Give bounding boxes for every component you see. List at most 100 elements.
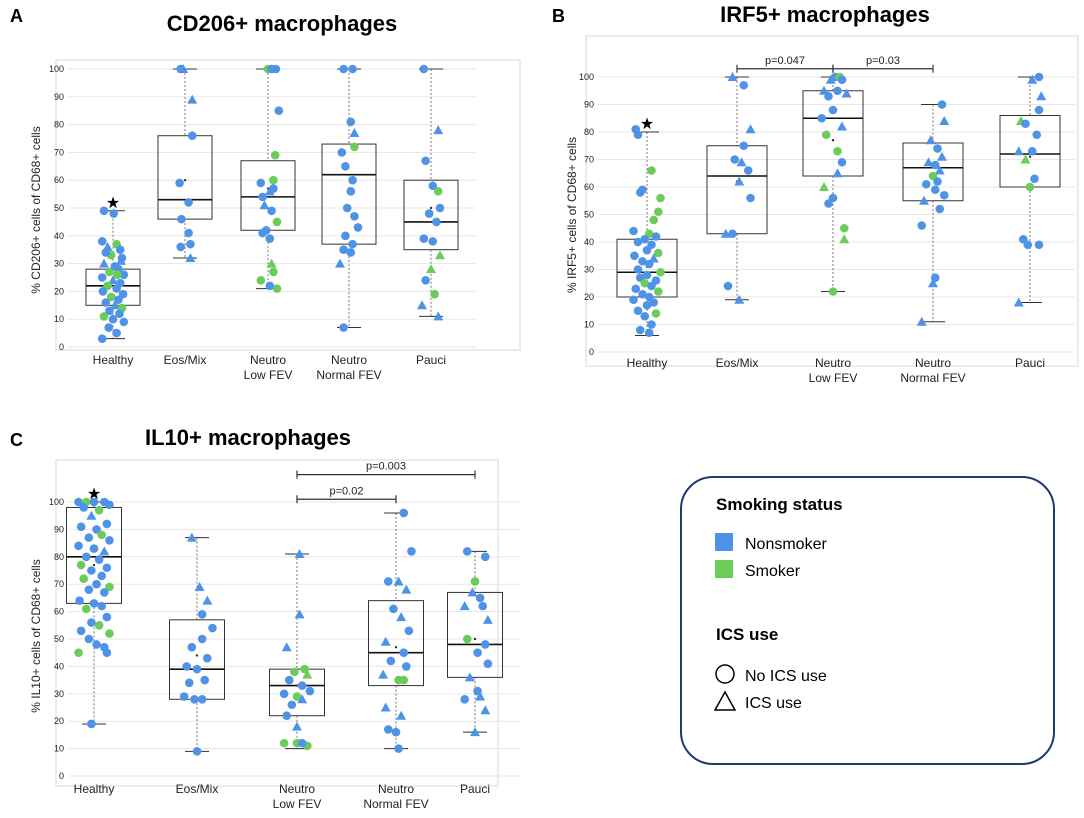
panel-a-data-point-circle: [348, 175, 357, 185]
panel-a-data-point-circle: [256, 275, 266, 285]
panel-b-data-point-circle: [642, 245, 652, 255]
panel-c-category-label: Normal FEV: [363, 797, 428, 811]
panel-c-data-point-circle: [192, 747, 202, 756]
panel-b-data-point-circle: [1023, 240, 1033, 250]
panel-c-data-point-circle: [92, 579, 101, 589]
panel-a-box: [403, 179, 459, 251]
panel-c-data-point-circle: [184, 678, 194, 688]
panel-b-data-point-circle: [833, 146, 842, 156]
panel-a-data-point-circle: [341, 162, 350, 171]
panel-b-data-point-circle: [1027, 146, 1037, 156]
panel-c-data-point-circle: [386, 656, 396, 666]
panel-a-data-point-circle: [186, 239, 195, 249]
panel-a-data-point-circle: [112, 284, 121, 293]
panel-c-data-point-triangle: [467, 587, 478, 597]
panel-c-significance-star: ★: [87, 486, 101, 503]
panel-b-significance-label: p=0.03: [866, 55, 900, 67]
panel-b-data-point-circle: [647, 281, 656, 291]
panel-b-data-point-triangle: [934, 165, 945, 175]
panel-c-mean-marker: [195, 654, 199, 657]
panel-a-data-point-circle: [337, 148, 347, 157]
panel-a-data-point-circle: [421, 275, 430, 285]
panel-c-data-point-circle: [478, 601, 488, 611]
panel-c-data-point-circle: [105, 500, 114, 510]
panel-c-data-point-circle: [208, 623, 217, 633]
panel-c-data-point-circle: [290, 667, 299, 677]
panel-a-data-point-circle: [115, 309, 124, 318]
panel-b-plot: 0 10 20 30 40 50 60 70 80 90 100 ★ Healthy Eos/Mix Neu…: [579, 55, 1075, 385]
panel-a-data-point-circle: [353, 223, 363, 232]
panel-a-data-point-circle: [256, 178, 266, 188]
panel-a-data-point-triangle: [99, 258, 109, 268]
panel-c-data-point-circle: [407, 547, 416, 556]
panel-c-data-point-circle: [76, 522, 86, 531]
panel-a-ytick-label: 100: [49, 64, 64, 74]
panel-a-category-label: Neutro: [331, 353, 367, 367]
panel-c-data-point-circle: [94, 555, 104, 564]
panel-a-data-point-circle: [258, 228, 267, 238]
panel-c-category-label: Eos/Mix: [176, 782, 219, 796]
panel-c-data-point-circle: [105, 582, 114, 592]
panel-b-data-point-circle: [1030, 174, 1039, 184]
panel-c-data-point-circle: [87, 719, 96, 729]
panel-c-data-point-circle: [279, 689, 289, 699]
panel-a-data-point-circle: [428, 181, 438, 191]
panel-c-data-point-triangle: [470, 727, 480, 737]
panel-c-data-point-circle: [187, 642, 197, 652]
panel-a-data-point-circle: [114, 295, 123, 305]
panel-b-data-point-circle: [649, 298, 659, 307]
panel-c-data-point-circle: [389, 604, 398, 614]
panel-a-ytick-label: 30: [54, 259, 64, 269]
panel-c-category-label: Neutro: [378, 782, 414, 796]
panel-b-data-point-triangle: [925, 135, 936, 145]
panel-c-ylabel: % IL10+ cells of CD68+ cells: [29, 559, 43, 712]
panel-b-data-point-circle: [1021, 119, 1030, 129]
panel-c-category-label: Low FEV: [273, 797, 322, 811]
panel-b-data-point-circle: [730, 155, 740, 164]
panel-c-data-point-circle: [97, 571, 107, 581]
panel-c-data-point-circle: [84, 585, 94, 594]
panel-b-ytick-label: 80: [584, 127, 594, 137]
panel-b-data-point-circle: [630, 251, 639, 261]
panel-b-data-point-circle: [651, 232, 661, 241]
panel-b-data-point-circle: [746, 193, 755, 203]
panel-c: C IL10+ macrophages % IL10+ cells of CD6…: [10, 425, 520, 811]
legend-ics-title: ICS use: [716, 625, 778, 644]
panel-a-data-point-circle: [104, 323, 113, 332]
legend-smoker-label: Smoker: [745, 563, 801, 580]
legend-smoking-title: Smoking status: [716, 495, 843, 514]
panel-c-data-point-circle: [190, 694, 199, 704]
panel-b-data-point-circle: [635, 188, 645, 197]
panel-b-data-point-circle: [640, 278, 650, 288]
panel-b-data-point-circle: [1032, 130, 1042, 140]
panel-c-ytick-label: 30: [54, 689, 64, 699]
panel-b-ytick-label: 40: [584, 237, 594, 247]
panel-c-data-point-triangle: [396, 710, 407, 720]
panel-a-data-point-triangle: [266, 258, 277, 268]
panel-b-data-point-circle: [828, 287, 838, 296]
panel-b-data-point-triangle: [1013, 146, 1024, 156]
panel-b-data-point-circle: [937, 100, 947, 109]
panel-c-data-point-circle: [282, 711, 292, 721]
panel-c-data-point-circle: [102, 563, 112, 573]
panel-c-data-point-circle: [105, 536, 114, 545]
panel-c-data-point-circle: [284, 675, 294, 685]
panel-a-category-label: Eos/Mix: [164, 353, 207, 367]
panel-a-ytick-label: 20: [54, 286, 64, 296]
panel-b-data-point-circle: [640, 234, 650, 244]
panel-b-data-point-circle: [629, 226, 638, 236]
legend-box: [680, 476, 1055, 765]
panel-c-mean-marker: [92, 563, 96, 567]
panel-c-data-point-circle: [87, 618, 96, 627]
panel-a-ytick-label: 0: [59, 342, 64, 352]
panel-b-box: [706, 145, 768, 235]
panel-b-data-point-circle: [828, 105, 838, 115]
legend-no-ics-label: No ICS use: [745, 668, 827, 685]
panel-c-data-point-circle: [94, 621, 104, 630]
panel-b-data-point-circle: [723, 281, 733, 291]
panel-a-data-point-circle: [119, 317, 129, 327]
panel-a-ytick-label: 10: [54, 314, 64, 324]
panel-a-data-point-circle: [109, 209, 119, 218]
panel-a-data-point-circle: [119, 270, 129, 280]
panel-b-ytick-label: 90: [584, 100, 594, 110]
